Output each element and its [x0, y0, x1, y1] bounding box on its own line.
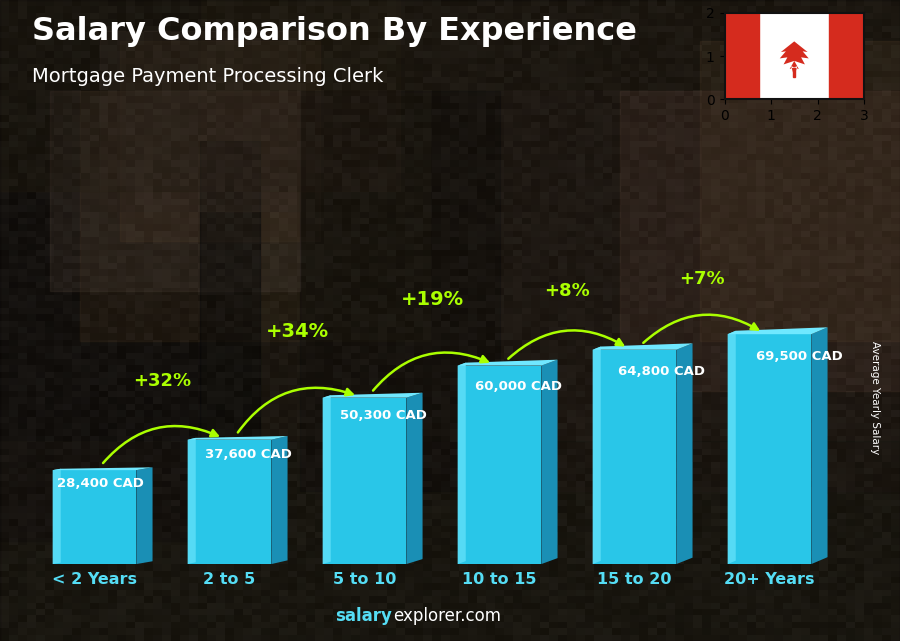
Polygon shape [457, 360, 557, 365]
Polygon shape [592, 347, 601, 564]
Polygon shape [52, 470, 137, 564]
Polygon shape [779, 42, 809, 77]
Bar [793, 68, 796, 77]
Polygon shape [187, 438, 196, 564]
Bar [700, 41, 900, 341]
Text: 50,300 CAD: 50,300 CAD [340, 410, 428, 422]
Bar [620, 91, 900, 391]
Bar [50, 91, 300, 291]
Text: 69,500 CAD: 69,500 CAD [756, 350, 842, 363]
Polygon shape [52, 469, 61, 564]
Polygon shape [407, 393, 423, 564]
Text: +34%: +34% [266, 322, 328, 341]
Polygon shape [728, 331, 736, 564]
Bar [100, 31, 300, 211]
Text: +19%: +19% [400, 290, 464, 309]
Text: 64,800 CAD: 64,800 CAD [618, 365, 706, 378]
Bar [120, 41, 320, 241]
Polygon shape [728, 328, 828, 334]
Text: explorer.com: explorer.com [393, 607, 501, 625]
Text: +8%: +8% [544, 282, 590, 300]
Text: Salary Comparison By Experience: Salary Comparison By Experience [32, 16, 636, 47]
Bar [0, 0, 200, 541]
Polygon shape [322, 397, 407, 564]
Polygon shape [592, 350, 677, 564]
Polygon shape [137, 467, 153, 564]
Text: 37,600 CAD: 37,600 CAD [205, 449, 292, 462]
Polygon shape [728, 334, 811, 564]
Bar [80, 91, 430, 341]
Polygon shape [457, 363, 466, 564]
Polygon shape [457, 365, 542, 564]
Bar [500, 91, 900, 491]
Bar [0, 441, 900, 641]
Bar [829, 13, 864, 99]
Bar [300, 91, 500, 491]
Text: Mortgage Payment Processing Clerk: Mortgage Payment Processing Clerk [32, 67, 382, 87]
Polygon shape [811, 328, 828, 564]
Bar [200, 141, 260, 441]
Polygon shape [187, 440, 272, 564]
Bar [724, 13, 760, 99]
Polygon shape [52, 467, 153, 470]
Polygon shape [322, 395, 331, 564]
Text: Average Yearly Salary: Average Yearly Salary [869, 341, 880, 454]
Text: +7%: +7% [680, 269, 724, 288]
Polygon shape [272, 436, 288, 564]
Text: salary: salary [335, 607, 392, 625]
Polygon shape [592, 344, 693, 350]
Bar [0, 0, 400, 191]
Polygon shape [677, 344, 693, 564]
Polygon shape [542, 360, 557, 564]
Polygon shape [322, 393, 423, 397]
Text: 60,000 CAD: 60,000 CAD [475, 379, 562, 392]
Polygon shape [187, 436, 288, 440]
Text: +32%: +32% [133, 372, 191, 390]
Text: 28,400 CAD: 28,400 CAD [57, 477, 144, 490]
